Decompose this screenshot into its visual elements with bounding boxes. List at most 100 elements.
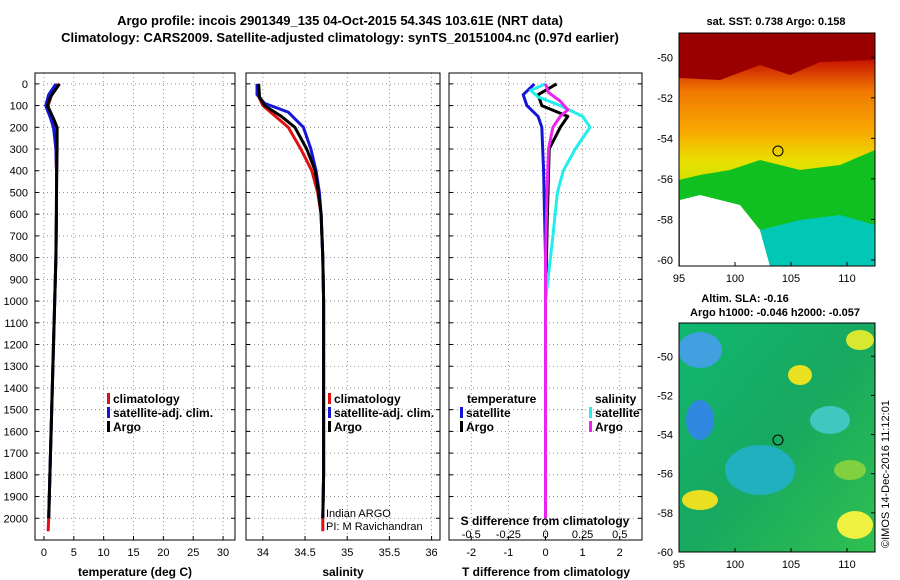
depth-tick-label: 500 [10, 187, 28, 199]
salinity-legend: climatology satellite-adj. clim. Argo [328, 392, 434, 434]
sst-cold-region [760, 215, 875, 266]
x-tick-label: 36 [425, 547, 437, 559]
series-line-s-argo [544, 83, 570, 519]
lon-tick-label: 95 [673, 273, 685, 285]
series-line-argo [46, 83, 61, 519]
depth-tick-label: 1800 [4, 470, 28, 482]
legend-heading-salinity: salinity [595, 392, 637, 406]
figure-title: Argo profile: incois 2901349_135 04-Oct-… [117, 13, 563, 28]
x-tick-label: 5 [71, 547, 77, 559]
lon-tick-label: 110 [838, 559, 856, 571]
lon-tick-label: 105 [782, 559, 800, 571]
temperature-panel: 0 5 10 15 20 25 30 [34, 72, 236, 559]
series-group [521, 82, 592, 519]
legend-label: satellite [595, 406, 640, 420]
series-line-t-satellite [521, 82, 547, 519]
lat-tick-label: -58 [657, 508, 673, 520]
difference-panel: -2 -1 0 1 2 -0.5 -0.25 0 0.25 0.5 [448, 72, 643, 559]
x-tick-label: 0 [542, 547, 548, 559]
sla-map-frame [678, 322, 876, 553]
difference-legend: temperature salinity satellite Argo sate… [460, 392, 640, 434]
legend-swatch-t-satellite [460, 407, 463, 418]
legend-label: satellite [466, 406, 511, 420]
sla-map [679, 323, 875, 552]
depth-axis: 0 100 200 300 400 500 600 700 800 900 1000 1100 1200… [4, 79, 28, 525]
sla-map-subtitle: Argo h1000: -0.046 h2000: -0.057 [690, 307, 860, 319]
credit-line-2: PI: M Ravichandran [326, 521, 423, 533]
x-tick-label: 30 [217, 547, 229, 559]
depth-tick-label: 800 [10, 253, 28, 265]
imos-stamp: ©IMOS 14-Dec-2016 11:12:01 [880, 400, 892, 548]
lat-tick-label: -56 [657, 469, 673, 481]
depth-tick-label: 1900 [4, 492, 28, 504]
depth-tick-label: 900 [10, 274, 28, 286]
panel-frame [448, 72, 643, 541]
x-tick-label: 35.5 [379, 547, 400, 559]
x-tick-label: 10 [98, 547, 110, 559]
legend-label: climatology [334, 392, 401, 406]
legend-label: Argo [334, 420, 362, 434]
lon-tick-label: 110 [838, 273, 856, 285]
lat-tick-label: -52 [657, 93, 673, 105]
series-group [255, 83, 326, 532]
sla-map-title: Altim. SLA: -0.16 [701, 293, 788, 305]
s-diff-tick-label: -0.5 [462, 529, 481, 541]
sla-high-anomaly [837, 511, 873, 539]
legend-label: Argo [113, 420, 141, 434]
depth-tick-label: 1400 [4, 383, 28, 395]
sla-low-anomaly [679, 332, 722, 368]
series-line-s-satellite [529, 82, 592, 519]
legend-swatch-argo [107, 421, 110, 432]
sla-high-anomaly [846, 330, 874, 350]
panel-frame [34, 72, 236, 541]
s-diff-tick-label: 0.5 [612, 529, 627, 541]
sla-high-anomaly [788, 365, 812, 385]
x-tick-label: -2 [466, 547, 476, 559]
x-tick-label: -1 [503, 547, 513, 559]
depth-tick-label: 200 [10, 122, 28, 134]
lat-tick-label: -50 [657, 52, 673, 64]
series-line-argo [257, 83, 326, 519]
x-tick-label: 1 [580, 547, 586, 559]
depth-tick-label: 1500 [4, 405, 28, 417]
temperature-legend: climatology satellite-adj. clim. Argo [107, 392, 213, 434]
x-tick-label: 2 [617, 547, 623, 559]
legend-label: climatology [113, 392, 180, 406]
difference-axis-label: T difference from climatology [462, 565, 630, 579]
sst-warm-region [679, 33, 875, 80]
depth-tick-label: 2000 [4, 513, 28, 525]
legend-heading-temperature: temperature [467, 392, 537, 406]
legend-swatch-climatology [107, 393, 110, 404]
figure-subtitle: Climatology: CARS2009. Satellite-adjuste… [61, 30, 619, 45]
lon-tick-label: 100 [726, 559, 744, 571]
series-line-climatology [255, 83, 326, 532]
lat-tick-label: -54 [657, 133, 673, 145]
depth-tick-label: 1300 [4, 361, 28, 373]
panel-frame [245, 72, 441, 541]
legend-swatch-s-argo [589, 421, 592, 432]
lat-tick-label: -54 [657, 430, 673, 442]
sla-low-anomaly [725, 445, 795, 495]
lon-tick-label: 100 [726, 273, 744, 285]
lat-tick-label: -52 [657, 390, 673, 402]
sst-map-title: sat. SST: 0.738 Argo: 0.158 [707, 16, 846, 28]
sla-low-anomaly [686, 400, 714, 440]
x-tick-label: 25 [187, 547, 199, 559]
credit-line-1: Indian ARGO [326, 508, 391, 520]
legend-label: Argo [466, 420, 494, 434]
x-tick-label: 15 [127, 547, 139, 559]
legend-swatch-t-argo [460, 421, 463, 432]
s-diff-tick-label: 0 [542, 529, 548, 541]
depth-tick-label: 1700 [4, 448, 28, 460]
x-tick-label: 0 [41, 547, 47, 559]
series-group [44, 83, 61, 532]
depth-tick-label: 700 [10, 231, 28, 243]
s-diff-tick-label: 0.25 [572, 529, 593, 541]
lon-tick-label: 105 [782, 273, 800, 285]
legend-swatch-satellite [107, 407, 110, 418]
lat-tick-label: -60 [657, 547, 673, 559]
sla-anomaly [834, 460, 866, 480]
depth-tick-label: 400 [10, 166, 28, 178]
